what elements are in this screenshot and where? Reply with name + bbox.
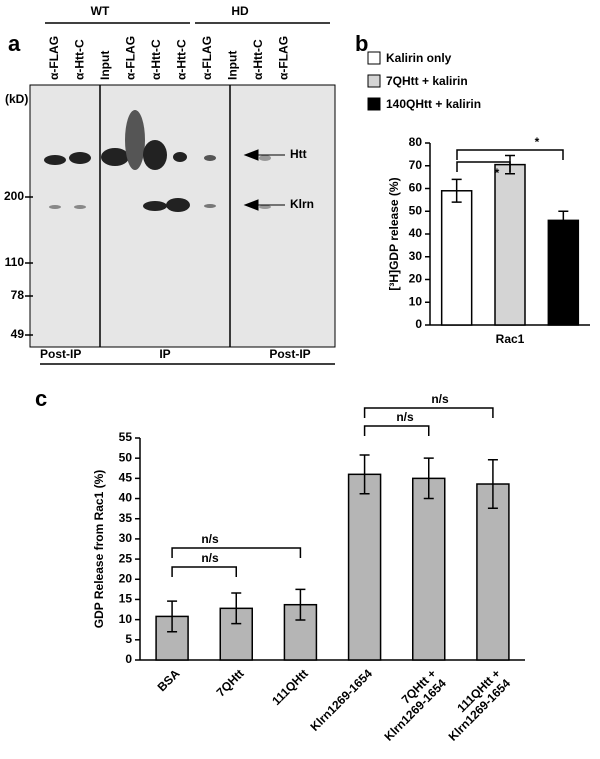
band-label: Klrn xyxy=(290,197,314,211)
x-tick-label: Klrn1269-1654 xyxy=(307,666,375,734)
panel-label: b xyxy=(355,31,368,56)
group-label: WT xyxy=(91,4,110,18)
x-tick-label: 7QHtt +Klrn1269-1654 xyxy=(372,666,450,744)
error-bar xyxy=(451,178,462,203)
bar xyxy=(412,477,446,661)
y-tick-label: 10 xyxy=(409,294,423,308)
section-label: IP xyxy=(159,347,170,361)
lane-label: α-FLAG xyxy=(277,36,291,80)
arrow xyxy=(243,149,285,161)
error-bar xyxy=(558,210,569,231)
x-tick-label: BSA xyxy=(155,666,183,694)
lane-label: α-FLAG xyxy=(200,36,214,80)
lane-label: Input xyxy=(226,51,240,80)
y-tick-label: 20 xyxy=(409,272,423,286)
legend-swatch xyxy=(367,97,381,111)
y-tick-label: 30 xyxy=(409,249,423,263)
y-tick-label: 20 xyxy=(119,571,133,585)
y-tick-label: 25 xyxy=(119,551,133,565)
legend-label: 140QHtt + kalirin xyxy=(386,97,481,111)
lane-label: Input xyxy=(98,51,112,80)
y-tick-label: 30 xyxy=(119,531,133,545)
x-tick-label: 7QHtt xyxy=(214,666,247,699)
y-tick-label: 35 xyxy=(119,511,133,525)
y-tick-label: 5 xyxy=(125,632,132,646)
marker-label: 78 xyxy=(11,288,25,302)
y-tick-label: 50 xyxy=(409,203,423,217)
legend-swatch xyxy=(367,51,381,65)
significance-bracket xyxy=(171,566,237,577)
significance-bracket xyxy=(363,425,430,436)
y-axis-label: [³H]GDP release (%) xyxy=(387,177,401,290)
significance-bracket xyxy=(363,407,494,418)
error-bar xyxy=(423,457,434,500)
marker-label: 49 xyxy=(11,327,25,341)
lane-label: α-Htt-C xyxy=(251,39,265,80)
significance-label: n/s xyxy=(201,532,219,546)
y-tick-label: 0 xyxy=(125,652,132,666)
legend-label: Kalirin only xyxy=(386,51,452,65)
group-label: HD xyxy=(231,4,249,18)
y-tick-label: 70 xyxy=(409,158,423,172)
section-label: Post-IP xyxy=(40,347,81,361)
y-tick-label: 60 xyxy=(409,181,423,195)
y-tick-label: 80 xyxy=(409,135,423,149)
significance-label: * xyxy=(495,166,500,180)
x-tick-label: 111QHtt +Klrn1269-1654 xyxy=(436,666,514,744)
y-tick-label: 0 xyxy=(415,317,422,331)
bar xyxy=(476,483,510,661)
panel-label: a xyxy=(8,31,21,56)
x-tick-label: 111QHtt xyxy=(269,666,311,708)
panel-label: c xyxy=(35,386,47,411)
legend-swatch xyxy=(367,74,381,88)
marker-label: 200 xyxy=(4,189,24,203)
y-tick-label: 40 xyxy=(119,491,133,505)
y-tick-label: 55 xyxy=(119,430,133,444)
error-bar xyxy=(231,592,242,625)
error-bar xyxy=(295,588,306,621)
bar xyxy=(494,163,526,326)
y-tick-label: 40 xyxy=(409,226,423,240)
legend-label: 7QHtt + kalirin xyxy=(386,74,468,88)
significance-label: n/s xyxy=(431,392,449,406)
error-bar xyxy=(487,459,498,509)
arrow xyxy=(243,199,285,211)
band-label: Htt xyxy=(290,147,307,161)
significance-label: n/s xyxy=(201,551,219,565)
significance-bracket xyxy=(171,547,302,558)
bar xyxy=(347,473,382,661)
y-tick-label: 45 xyxy=(119,471,133,485)
section-label: Post-IP xyxy=(269,347,310,361)
lane-label: α-Htt-C xyxy=(73,39,87,80)
lane-label: α-Htt-C xyxy=(175,39,189,80)
blot-panel: a WT HD (kD) Htt Klrn Post-IP IP Post-IP xyxy=(5,4,336,365)
error-bar xyxy=(167,600,178,633)
y-axis-label: GDP Release from Rac1 (%) xyxy=(92,470,106,629)
lane-label: α-FLAG xyxy=(47,36,61,80)
marker-label: 110 xyxy=(5,255,25,269)
y-tick-label: 10 xyxy=(119,612,133,626)
significance-label: n/s xyxy=(396,410,414,424)
significance-bracket xyxy=(456,161,511,172)
significance-bracket xyxy=(456,149,564,160)
x-tick-label: Rac1 xyxy=(496,332,525,346)
y-tick-label: 15 xyxy=(119,592,133,606)
blot xyxy=(29,84,336,348)
lane-label: α-Htt-C xyxy=(149,39,163,80)
lane-label: α-FLAG xyxy=(124,36,138,80)
significance-label: * xyxy=(535,135,540,149)
y-tick-label: 50 xyxy=(119,450,133,464)
bar xyxy=(440,190,473,326)
bar xyxy=(547,219,580,326)
error-bar xyxy=(359,454,370,495)
bands xyxy=(44,110,271,212)
unit-label: (kD) xyxy=(5,92,28,106)
